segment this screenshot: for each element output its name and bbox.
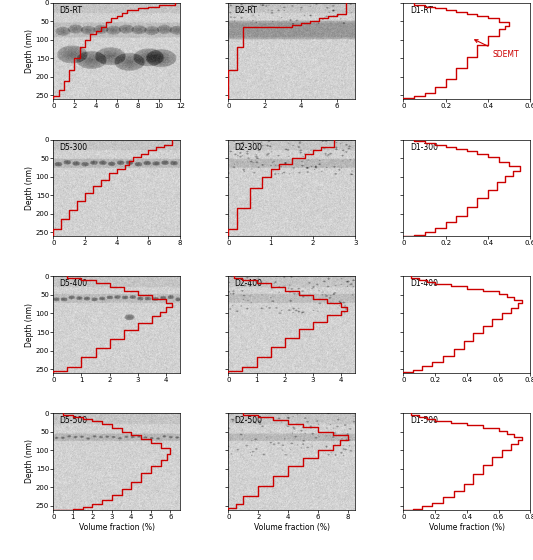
Text: D1-400: D1-400 <box>410 279 438 288</box>
Y-axis label: Depth (nm): Depth (nm) <box>25 302 34 347</box>
Text: D1-RT: D1-RT <box>410 6 433 15</box>
Y-axis label: Depth (nm): Depth (nm) <box>25 166 34 210</box>
Text: D1-300: D1-300 <box>410 142 438 152</box>
Y-axis label: Depth (nm): Depth (nm) <box>25 440 34 483</box>
Text: D5-300: D5-300 <box>60 142 88 152</box>
Text: D5-RT: D5-RT <box>60 6 83 15</box>
Text: D2-300: D2-300 <box>235 142 263 152</box>
X-axis label: Volume fraction (%): Volume fraction (%) <box>254 522 330 531</box>
Text: SDEMT: SDEMT <box>475 40 519 59</box>
X-axis label: Volume fraction (%): Volume fraction (%) <box>429 522 505 531</box>
Text: D1-500: D1-500 <box>410 416 438 425</box>
Text: D2-400: D2-400 <box>235 279 263 288</box>
X-axis label: Volume fraction (%): Volume fraction (%) <box>79 522 155 531</box>
Y-axis label: Depth (nm): Depth (nm) <box>25 29 34 73</box>
Text: D5-500: D5-500 <box>60 416 88 425</box>
Text: D2-RT: D2-RT <box>235 6 257 15</box>
Text: D2-500: D2-500 <box>235 416 263 425</box>
Text: D5-400: D5-400 <box>60 279 88 288</box>
